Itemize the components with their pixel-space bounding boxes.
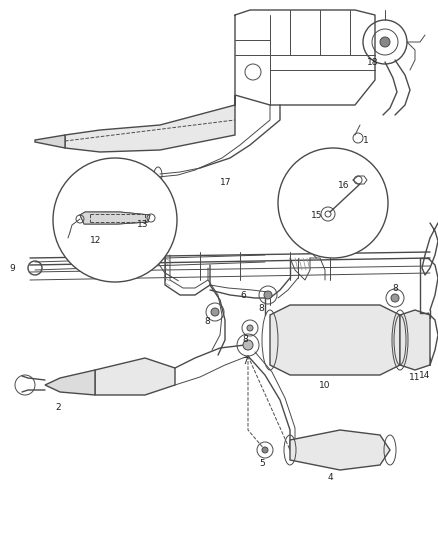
Text: 15: 15 [310,211,322,220]
Polygon shape [45,370,95,395]
Text: 8: 8 [241,335,247,344]
Polygon shape [95,358,175,395]
Circle shape [53,158,177,282]
Circle shape [211,308,219,316]
Text: 14: 14 [418,370,430,379]
Text: 4: 4 [326,473,332,482]
Text: 13: 13 [137,220,148,229]
Polygon shape [80,212,150,224]
Circle shape [390,294,398,302]
Text: 16: 16 [337,181,349,190]
Text: 17: 17 [219,177,231,187]
Text: 6: 6 [240,290,245,300]
Text: 8: 8 [391,284,397,293]
Text: 11: 11 [408,374,420,383]
Text: 10: 10 [318,381,330,390]
Circle shape [261,447,267,453]
Text: 8: 8 [258,303,263,312]
Polygon shape [290,430,389,470]
Text: 8: 8 [204,318,209,327]
Circle shape [247,325,252,331]
Polygon shape [65,95,234,152]
Circle shape [379,37,389,47]
Polygon shape [35,135,65,148]
Text: 2: 2 [55,403,61,413]
Circle shape [277,148,387,258]
Text: 1: 1 [362,135,368,144]
Text: 18: 18 [366,58,378,67]
Circle shape [243,340,252,350]
Text: 5: 5 [258,458,264,467]
Polygon shape [399,310,429,370]
Text: 7: 7 [242,358,247,367]
Polygon shape [269,305,399,375]
Circle shape [263,291,272,299]
Text: 9: 9 [9,263,15,272]
Text: 12: 12 [90,236,101,245]
